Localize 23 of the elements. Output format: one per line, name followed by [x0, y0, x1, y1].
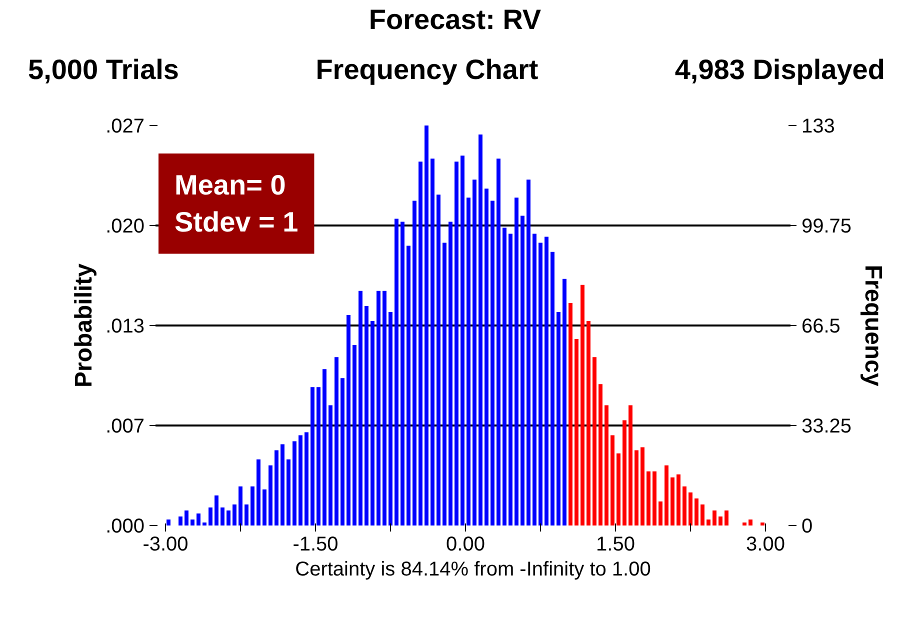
text: 4,983 Displayed	[674, 53, 885, 87]
text: 5,000 Trials	[28, 53, 180, 87]
y2-tick-label: 0	[802, 516, 813, 538]
y-tick-label: .013	[106, 316, 145, 338]
y-tick-label: .000	[106, 516, 145, 538]
x-tick-label: 0.00	[446, 534, 485, 556]
y2-tick-label: 99.75	[802, 216, 852, 238]
y2-axis-title: Frequency	[860, 264, 887, 387]
chart-subtitle: Frequency Chart	[316, 53, 538, 87]
chart-title: Forecast: RV	[368, 3, 542, 37]
y-tick-label: .007	[106, 416, 145, 438]
x-tick-label: 3.00	[746, 534, 785, 556]
annotation: Mean= 0 Stdev = 1	[174, 170, 298, 238]
y-tick-label: .027	[106, 116, 145, 138]
y-axis-title: Probability	[70, 262, 98, 388]
y2-tick-label: 133	[802, 116, 835, 138]
x-tick-label: -3.00	[142, 534, 188, 556]
x-tick-label: -1.50	[292, 534, 338, 556]
y2-tick-label: 66.5	[802, 316, 840, 338]
x-tick-label: 1.50	[596, 534, 635, 556]
y2-tick-label: 33.25	[802, 416, 852, 438]
x-axis-title: Certainty is 84.14% from -Infinity to 1.00	[295, 558, 651, 580]
y-tick-label: .020	[106, 216, 145, 238]
